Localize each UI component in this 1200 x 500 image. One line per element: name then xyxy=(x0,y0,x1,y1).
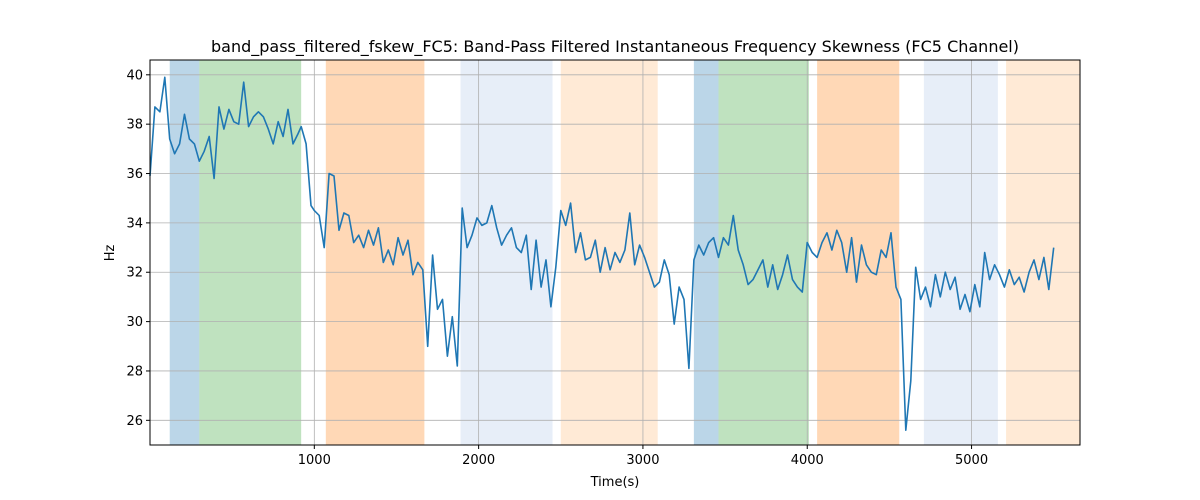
highlight-band-6 xyxy=(718,60,809,445)
y-tick-label: 30 xyxy=(126,315,143,330)
series-line xyxy=(149,76,1055,431)
y-tick-label: 28 xyxy=(126,364,143,379)
highlight-band-3 xyxy=(460,60,553,445)
y-tick-label: 34 xyxy=(126,216,143,231)
x-axis-label: Time(s) xyxy=(590,475,640,490)
plot-frame xyxy=(149,59,1081,446)
highlight-band-8 xyxy=(923,60,998,445)
highlight-bands xyxy=(169,60,1080,445)
x-tick-label: 5000 xyxy=(955,453,988,468)
y-tick-label: 36 xyxy=(126,167,143,182)
y-tick-label: 26 xyxy=(126,414,143,429)
x-tick-label: 3000 xyxy=(626,453,659,468)
x-tick-label: 1000 xyxy=(298,453,331,468)
y-tick-label: 38 xyxy=(126,118,143,133)
y-axis-label: Hz xyxy=(103,245,118,262)
x-tick-label: 2000 xyxy=(462,453,495,468)
y-tick-label: 32 xyxy=(126,266,143,281)
highlight-band-5 xyxy=(693,60,719,445)
y-tick-label: 40 xyxy=(126,68,143,83)
x-axis-ticks: 1000 2000 3000 4000 5000 xyxy=(298,445,988,468)
y-axis-ticks: 26 28 30 32 34 36 38 40 xyxy=(126,68,150,429)
chart-title: band_pass_filtered_fskew_FC5: Band-Pass … xyxy=(211,37,1019,57)
x-tick-label: 4000 xyxy=(791,453,824,468)
highlight-band-9 xyxy=(1006,60,1080,445)
